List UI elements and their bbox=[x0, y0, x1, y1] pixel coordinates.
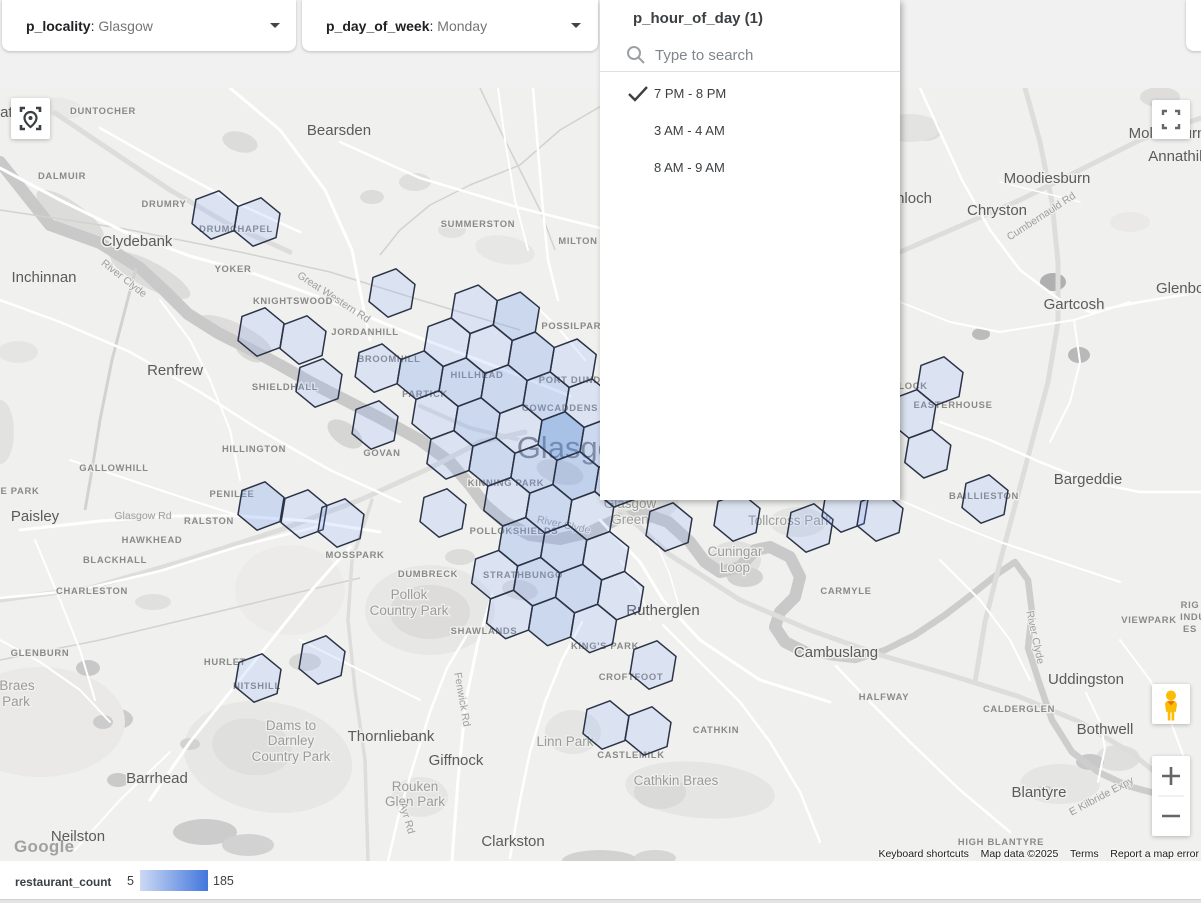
svg-text:Neilston: Neilston bbox=[51, 828, 105, 845]
svg-text:HAWKHEAD: HAWKHEAD bbox=[122, 534, 183, 545]
svg-text:CALDERGLEN: CALDERGLEN bbox=[983, 703, 1055, 714]
svg-text:Barrhead: Barrhead bbox=[126, 770, 188, 787]
svg-text:RALSTON: RALSTON bbox=[184, 515, 234, 526]
svg-text:Chryston: Chryston bbox=[967, 202, 1027, 219]
svg-text:SHIELDHALL: SHIELDHALL bbox=[252, 381, 318, 392]
svg-text:Darnley: Darnley bbox=[268, 733, 315, 748]
svg-text:Country Park: Country Park bbox=[370, 603, 449, 618]
svg-text:GOVAN: GOVAN bbox=[363, 447, 400, 458]
svg-text:DRUMCHAPEL: DRUMCHAPEL bbox=[199, 223, 273, 234]
svg-text:KINNING PARK: KINNING PARK bbox=[468, 477, 544, 488]
svg-text:Green: Green bbox=[611, 512, 649, 527]
svg-text:Glasgow Rd: Glasgow Rd bbox=[114, 510, 171, 522]
svg-text:SUMMERSTON: SUMMERSTON bbox=[441, 218, 516, 229]
svg-text:Gartcosh: Gartcosh bbox=[1044, 296, 1105, 313]
svg-text:Giffnock: Giffnock bbox=[429, 752, 484, 769]
svg-text:DUMBRECK: DUMBRECK bbox=[398, 568, 458, 579]
svg-text:DUNTOCHER: DUNTOCHER bbox=[70, 105, 136, 116]
svg-text:Glen Park: Glen Park bbox=[385, 794, 445, 809]
svg-text:CHARLESTON: CHARLESTON bbox=[56, 585, 128, 596]
svg-text:CROFTFOOT: CROFTFOOT bbox=[599, 671, 664, 682]
svg-text:INDU: INDU bbox=[1180, 611, 1201, 622]
svg-text:Linn Park: Linn Park bbox=[536, 734, 593, 749]
svg-text:POSSILPARK: POSSILPARK bbox=[541, 320, 608, 331]
svg-text:CARMYLE: CARMYLE bbox=[820, 585, 871, 596]
svg-text:Cambuslang: Cambuslang bbox=[794, 644, 878, 661]
svg-text:nloch: nloch bbox=[896, 190, 932, 207]
svg-text:YOKER: YOKER bbox=[215, 263, 252, 274]
svg-text:Bothwell: Bothwell bbox=[1077, 721, 1134, 738]
svg-text:Clydebank: Clydebank bbox=[102, 233, 173, 250]
svg-text:LOCK: LOCK bbox=[898, 380, 927, 391]
svg-text:Renfrew: Renfrew bbox=[147, 362, 203, 379]
svg-text:Clarkston: Clarkston bbox=[481, 833, 544, 850]
svg-text:Rutherglen: Rutherglen bbox=[626, 602, 699, 619]
svg-text:Annathill: Annathill bbox=[1148, 148, 1201, 165]
svg-text:Bearsden: Bearsden bbox=[307, 122, 371, 139]
svg-text:BROOMHILL: BROOMHILL bbox=[357, 353, 420, 364]
svg-text:Cuningar: Cuningar bbox=[708, 544, 763, 559]
svg-text:BLACKHALL: BLACKHALL bbox=[83, 554, 147, 565]
svg-text:NITSHILL: NITSHILL bbox=[233, 680, 281, 691]
svg-text:Paisley: Paisley bbox=[11, 508, 60, 525]
svg-text:STRATHBUNGO: STRATHBUNGO bbox=[483, 569, 563, 580]
svg-text:RIG: RIG bbox=[1181, 599, 1200, 610]
svg-text:Bargeddie: Bargeddie bbox=[1054, 471, 1122, 488]
svg-text:Glenboig: Glenboig bbox=[1156, 280, 1201, 297]
svg-text:HILLINGTON: HILLINGTON bbox=[222, 443, 286, 454]
svg-text:Uddingston: Uddingston bbox=[1048, 671, 1124, 688]
svg-text:VIEWPARK: VIEWPARK bbox=[1121, 614, 1176, 625]
svg-text:CASTLEMILK: CASTLEMILK bbox=[597, 749, 664, 760]
svg-text:HALFWAY: HALFWAY bbox=[859, 691, 909, 702]
svg-text:Rouken: Rouken bbox=[392, 779, 439, 794]
svg-text:JORDANHILL: JORDANHILL bbox=[331, 326, 398, 337]
svg-text:Braes: Braes bbox=[0, 678, 35, 693]
svg-text:GALLOWHILL: GALLOWHILL bbox=[79, 462, 149, 473]
svg-text:DRUMRY: DRUMRY bbox=[142, 198, 187, 209]
svg-text:Cathkin Braes: Cathkin Braes bbox=[634, 773, 719, 788]
svg-text:Country Park: Country Park bbox=[252, 749, 331, 764]
svg-text:Moodiesburn: Moodiesburn bbox=[1004, 170, 1091, 187]
svg-text:KNIGHTSWOOD: KNIGHTSWOOD bbox=[253, 295, 333, 306]
svg-text:GLENBURN: GLENBURN bbox=[11, 647, 70, 658]
svg-text:MILTON: MILTON bbox=[558, 235, 597, 246]
svg-text:Blantyre: Blantyre bbox=[1011, 784, 1066, 801]
svg-text:Loop: Loop bbox=[720, 560, 750, 575]
svg-text:E PARK: E PARK bbox=[1, 485, 40, 496]
svg-text:Inchinnan: Inchinnan bbox=[11, 269, 76, 286]
svg-text:HURLET: HURLET bbox=[204, 656, 246, 667]
svg-text:BAILLIESTON: BAILLIESTON bbox=[949, 490, 1019, 501]
svg-text:HIGH BLANTYRE: HIGH BLANTYRE bbox=[958, 836, 1044, 847]
svg-text:Thornliebank: Thornliebank bbox=[348, 728, 435, 745]
svg-text:ES: ES bbox=[1183, 623, 1197, 634]
svg-text:Dams to: Dams to bbox=[266, 718, 316, 733]
svg-text:Park: Park bbox=[2, 694, 30, 709]
svg-text:COWCADDENS: COWCADDENS bbox=[522, 402, 598, 413]
svg-text:Pollok: Pollok bbox=[391, 587, 428, 602]
svg-text:KING'S PARK: KING'S PARK bbox=[571, 640, 639, 651]
svg-text:CATHKIN: CATHKIN bbox=[693, 724, 739, 735]
svg-text:EASTERHOUSE: EASTERHOUSE bbox=[913, 399, 992, 410]
svg-text:DALMUIR: DALMUIR bbox=[38, 170, 86, 181]
svg-text:MOSSPARK: MOSSPARK bbox=[325, 549, 384, 560]
